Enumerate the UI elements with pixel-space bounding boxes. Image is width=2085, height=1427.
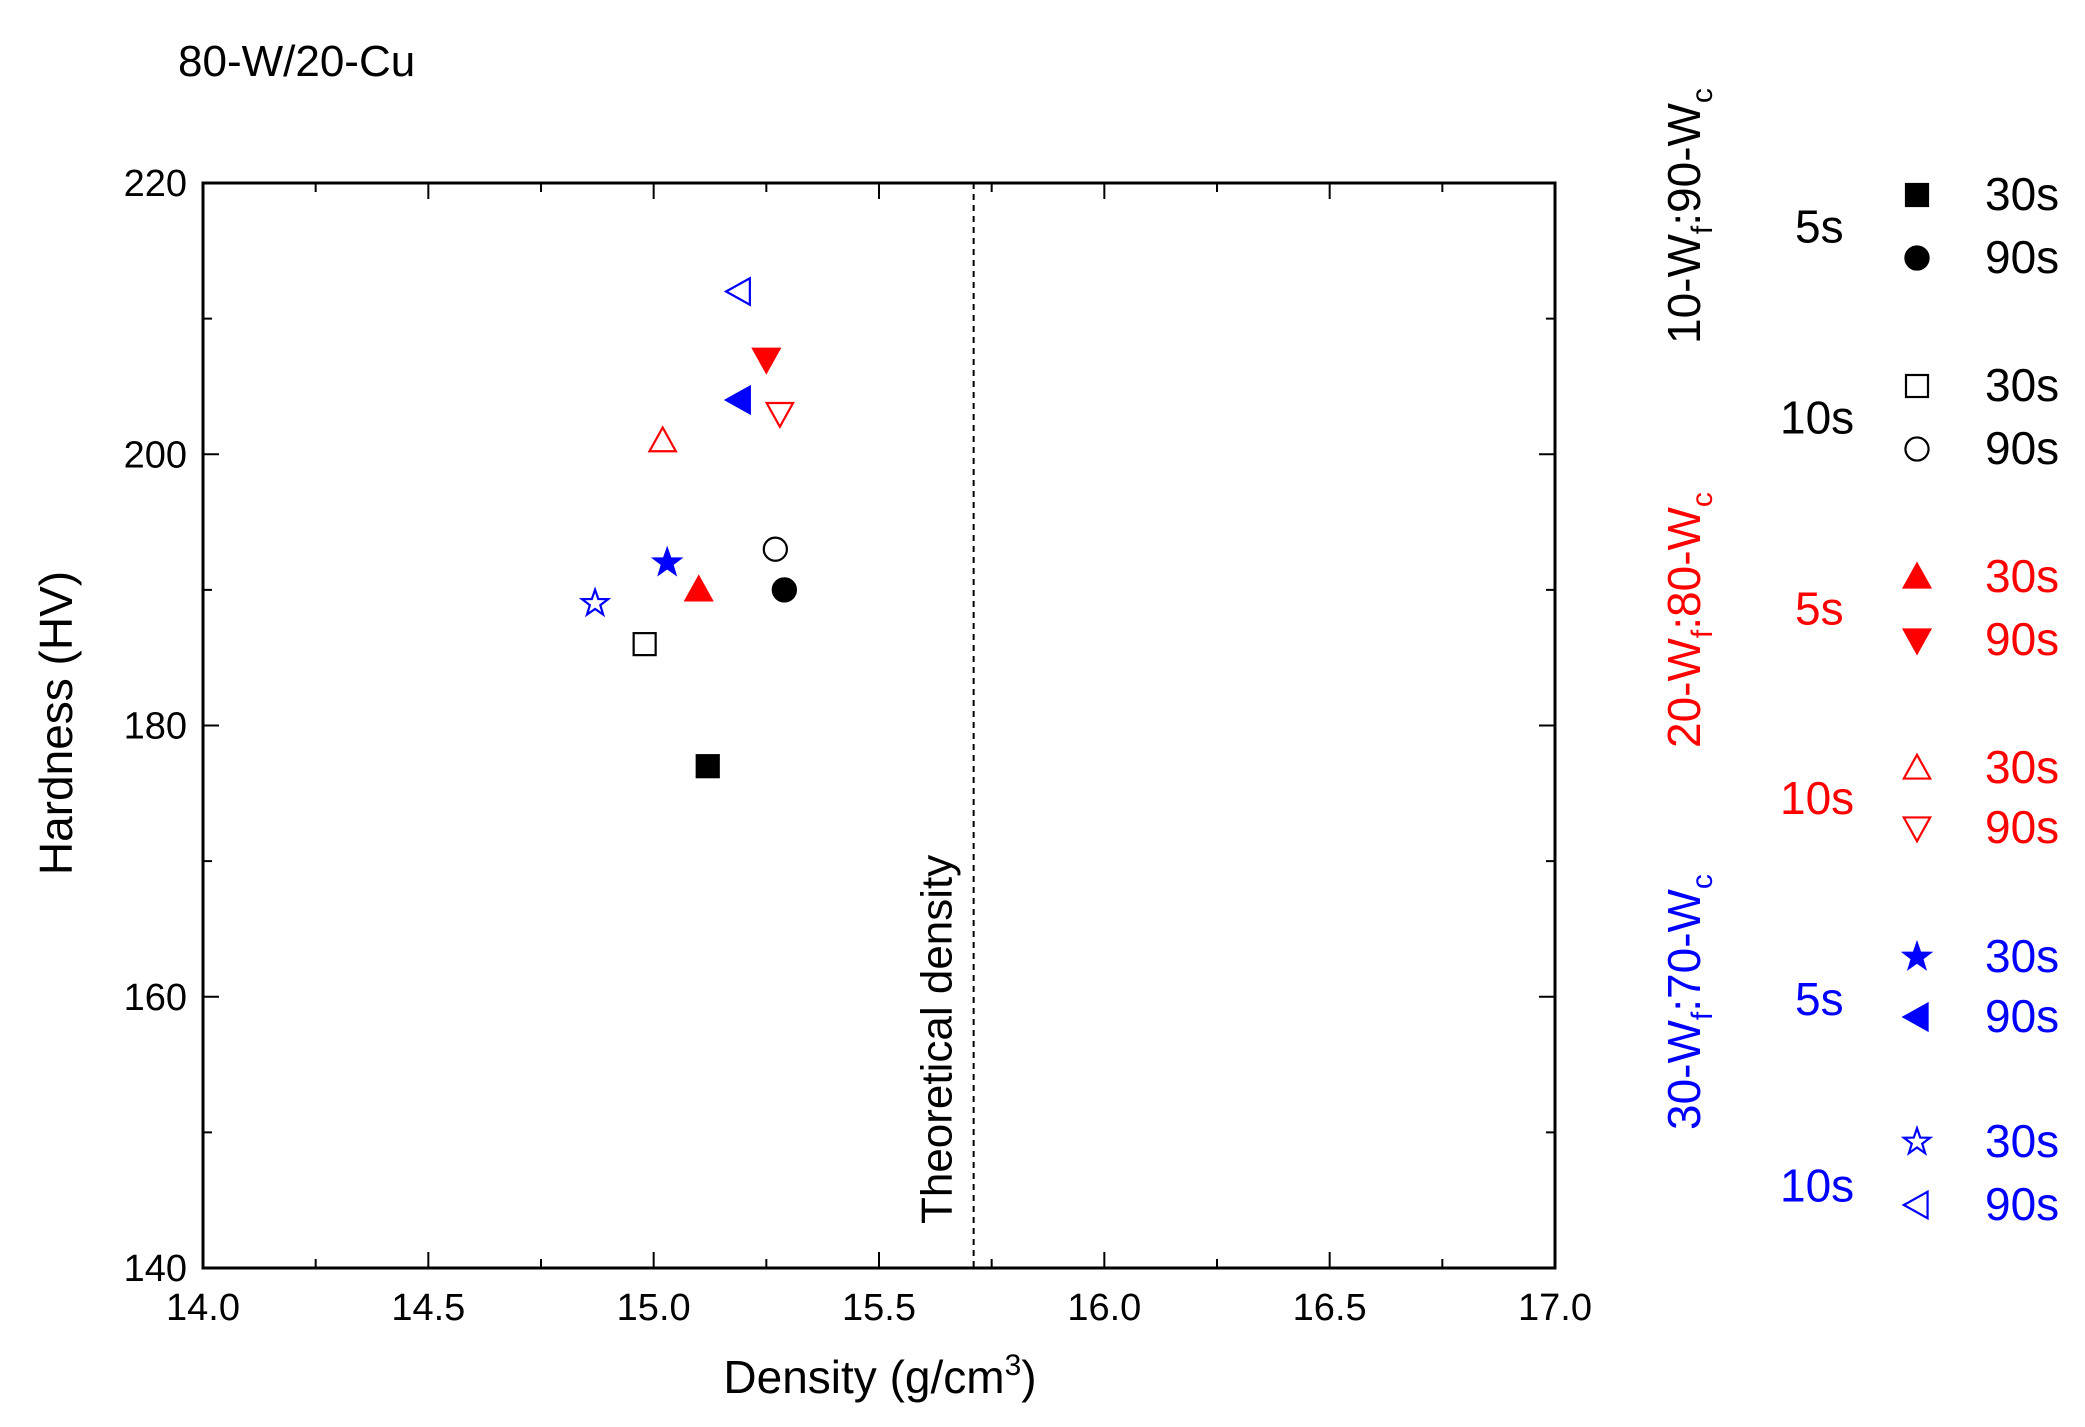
legend-duration-label: 90s <box>1985 1178 2059 1230</box>
y-tick-label: 140 <box>124 1248 187 1290</box>
plot-frame <box>201 181 1557 1270</box>
y-tick-label: 180 <box>124 706 187 748</box>
legend-duration-label: 30s <box>1985 741 2059 793</box>
legend-group-label-part: :90-W <box>1658 102 1710 225</box>
legend-marker <box>1901 628 1933 656</box>
x-tick-label: 16.0 <box>1067 1287 1141 1329</box>
legend-group-label-sub: c <box>1686 492 1719 507</box>
data-point-triangle-left-filled <box>723 384 751 416</box>
legend-marker <box>1904 436 1930 462</box>
legend-group-label: 20-Wf:80-Wc <box>1658 492 1719 748</box>
legend-group-label-part: 30-W <box>1658 1020 1710 1130</box>
legend-duration-label: 90s <box>1985 613 2059 665</box>
legend-time-label: 5s <box>1795 201 1844 253</box>
legend-duration-label: 30s <box>1985 1115 2059 1167</box>
legend: 10-Wf:90-Wc30s90s30s90s5s10s20-Wf:80-Wc3… <box>1658 88 2059 1230</box>
x-axis-label-tail: ) <box>1021 1351 1036 1403</box>
legend-time-label: 5s <box>1795 973 1844 1025</box>
legend-marker <box>1901 561 1933 589</box>
legend-duration-label: 90s <box>1985 801 2059 853</box>
data-point-triangle-down-open <box>764 401 795 430</box>
data-point-triangle-down-filled <box>751 347 782 375</box>
chart-title: 80-W/20-Cu <box>178 37 415 86</box>
x-tick-label: 16.5 <box>1293 1287 1367 1329</box>
legend-duration-label: 90s <box>1985 422 2059 474</box>
legend-group-label-sub: c <box>1686 874 1719 889</box>
y-tick-label: 220 <box>124 163 187 205</box>
data-point-star-open <box>578 586 612 618</box>
legend-group-label-sub: f <box>1686 225 1719 234</box>
legend-marker <box>1900 939 1934 971</box>
legend-marker <box>1904 182 1930 208</box>
legend-group-label-sub: f <box>1686 1011 1719 1020</box>
x-tick-label: 17.0 <box>1518 1287 1592 1329</box>
legend-marker <box>1901 816 1933 844</box>
legend-group-label-part: 10-W <box>1658 234 1710 344</box>
legend-marker <box>1901 1189 1929 1221</box>
legend-group-label-part: 20-W <box>1658 638 1710 748</box>
data-point-circle-filled <box>771 577 798 603</box>
x-axis-label-sup: 3 <box>1005 1349 1022 1382</box>
legend-time-label: 5s <box>1795 583 1844 635</box>
legend-group-label: 30-Wf:70-Wc <box>1658 874 1719 1130</box>
legend-marker <box>1904 245 1930 271</box>
legend-group-label: 10-Wf:90-Wc <box>1658 88 1719 344</box>
legend-marker <box>1901 752 1933 780</box>
legend-group-label-sub: c <box>1686 88 1719 103</box>
legend-marker <box>1901 1001 1929 1033</box>
legend-duration-label: 30s <box>1985 550 2059 602</box>
legend-duration-label: 90s <box>1985 231 2059 283</box>
legend-group-label-part: :70-W <box>1658 888 1710 1011</box>
data-point-triangle-up-open <box>647 425 678 453</box>
legend-duration-label: 30s <box>1985 168 2059 220</box>
x-axis-label: Density (g/cm3) <box>723 1349 1036 1403</box>
legend-duration-label: 90s <box>1985 990 2059 1042</box>
x-tick-label: 14.0 <box>166 1287 240 1329</box>
data-point-square-filled <box>695 754 720 779</box>
y-axis: 140 160 180 200 220 <box>124 163 1555 1290</box>
y-tick-label: 200 <box>124 434 187 476</box>
data-point-triangle-up-filled <box>683 574 714 602</box>
data-point-square-open <box>632 632 657 657</box>
legend-marker <box>1904 373 1930 399</box>
legend-marker <box>1900 1124 1934 1156</box>
legend-time-label: 10s <box>1780 772 1854 824</box>
legend-time-label: 10s <box>1780 392 1854 444</box>
data-point-circle-open <box>762 536 788 562</box>
x-axis-label-main: Density (g/cm <box>723 1351 1004 1403</box>
y-axis-label: Hardness (HV) <box>30 571 82 875</box>
theoretical-density-label: Theoretical density <box>913 855 962 1224</box>
legend-group-label-part: :80-W <box>1658 506 1710 629</box>
x-tick-label: 15.5 <box>842 1287 916 1329</box>
legend-group-label-sub: f <box>1686 629 1719 638</box>
data-point-triangle-left-open <box>723 276 751 307</box>
data-point-star-filled <box>650 545 684 577</box>
y-tick-label: 160 <box>124 977 187 1019</box>
legend-time-label: 10s <box>1780 1160 1854 1212</box>
x-tick-label: 14.5 <box>391 1287 465 1329</box>
legend-duration-label: 30s <box>1985 359 2059 411</box>
x-tick-label: 15.0 <box>617 1287 691 1329</box>
x-axis: 14.0 14.5 15.0 15.5 16.0 16.5 17.0 <box>166 183 1592 1329</box>
legend-duration-label: 30s <box>1985 930 2059 982</box>
data-points <box>578 276 798 779</box>
